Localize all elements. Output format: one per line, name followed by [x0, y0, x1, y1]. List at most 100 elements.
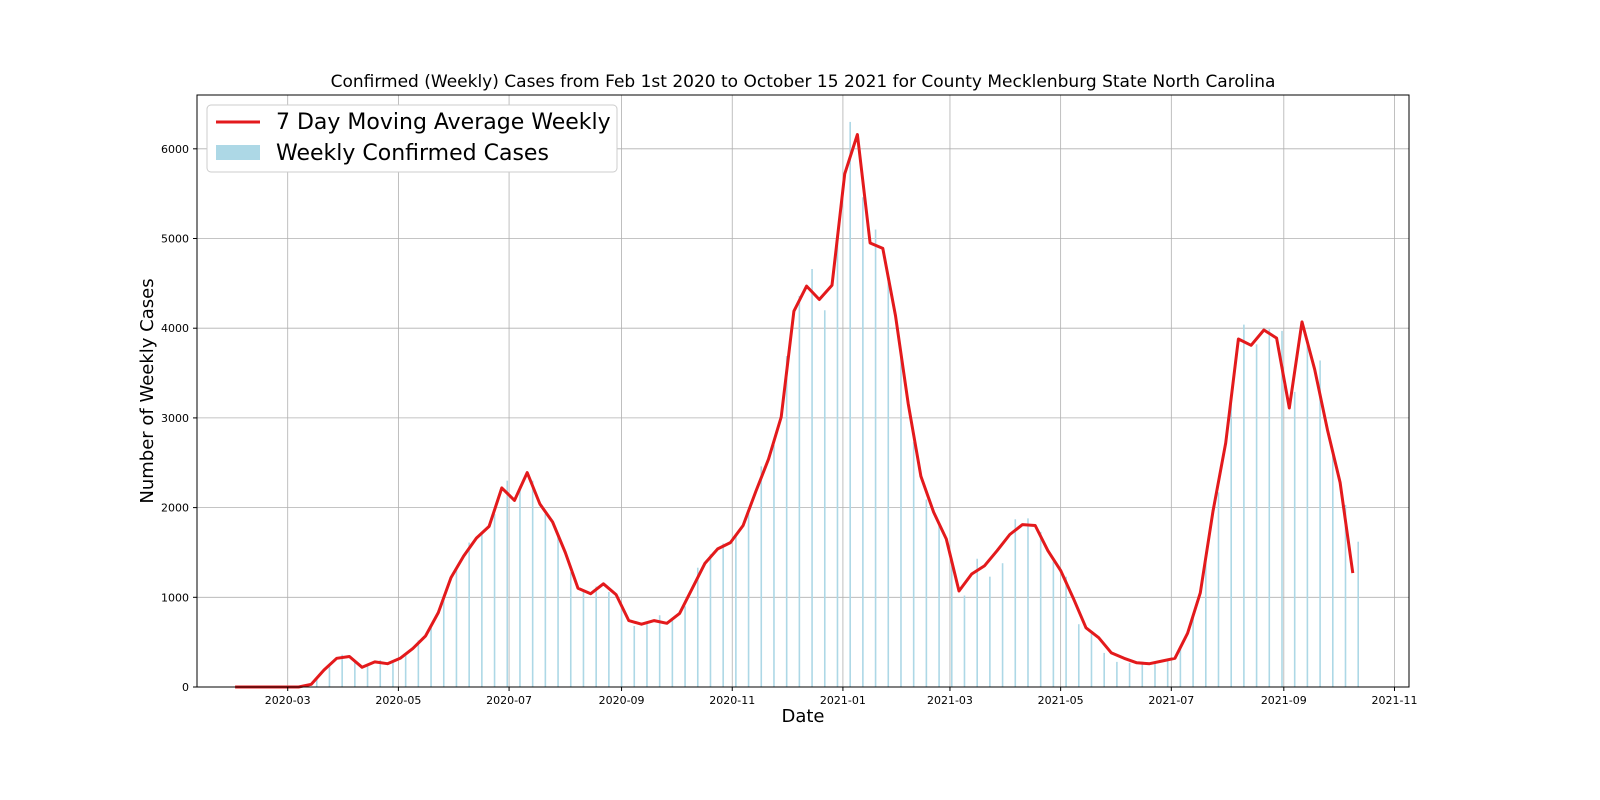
bar	[354, 660, 356, 687]
bar	[595, 586, 597, 687]
bar	[442, 594, 445, 687]
bar	[481, 531, 483, 687]
chart-title: Confirmed (Weekly) Cases from Feb 1st 20…	[331, 72, 1276, 92]
bar	[1204, 561, 1207, 687]
bar	[709, 554, 712, 687]
bar	[1154, 662, 1156, 687]
bar	[862, 197, 864, 687]
bar	[608, 591, 610, 687]
bar	[557, 534, 559, 687]
x-tick-label: 2020-11	[709, 694, 755, 707]
bar	[366, 665, 369, 687]
bar	[493, 513, 496, 687]
x-tick-label: 2020-03	[265, 694, 311, 707]
bar	[925, 499, 928, 687]
bar	[379, 660, 382, 687]
bar	[671, 620, 674, 687]
bar	[798, 295, 801, 687]
y-tick-label: 4000	[161, 322, 189, 335]
bar	[1357, 541, 1359, 687]
bar	[392, 662, 394, 687]
bar	[620, 608, 623, 687]
y-axis: 0 1000 2000 3000 4000 5000 6000	[161, 143, 197, 694]
bar	[976, 558, 978, 687]
y-tick-label: 0	[182, 681, 189, 694]
bar	[1166, 660, 1169, 687]
x-axis: 2020-03 2020-05 2020-07 2020-09 2020-11 2021-…	[265, 687, 1418, 707]
bar	[823, 310, 826, 687]
bar	[430, 627, 432, 687]
x-tick-label: 2021-09	[1261, 694, 1307, 707]
x-axis-title: Date	[781, 706, 824, 727]
y-axis-title: Number of Weekly Cases	[137, 278, 158, 503]
legend-label-weekly-cases: Weekly Confirmed Cases	[276, 141, 549, 166]
bar	[1116, 661, 1118, 687]
bar	[1065, 576, 1067, 687]
legend-box	[206, 104, 618, 173]
y-tick-label: 2000	[161, 502, 189, 515]
bar	[1128, 662, 1131, 687]
bar	[315, 678, 318, 687]
bar	[785, 356, 788, 687]
bar	[1077, 624, 1080, 687]
bar	[1255, 344, 1258, 687]
moving-average-line	[235, 133, 1355, 689]
bar	[747, 509, 750, 687]
bar	[900, 356, 902, 687]
legend: 7 Day Moving Average Weekly Weekly Confi…	[206, 104, 618, 173]
x-tick-label: 2021-03	[927, 694, 973, 707]
bar-series	[303, 121, 1359, 688]
bar	[646, 622, 648, 687]
bar	[569, 572, 572, 687]
y-tick-label: 5000	[161, 233, 189, 246]
bar	[1039, 531, 1042, 687]
bar	[1319, 360, 1321, 687]
bar	[519, 486, 521, 687]
bar	[658, 615, 661, 687]
bar	[1331, 451, 1334, 687]
bar	[1293, 391, 1296, 687]
bar	[1344, 504, 1347, 687]
bar	[544, 513, 547, 687]
bar	[1268, 329, 1271, 687]
bar	[1014, 519, 1017, 687]
bar	[849, 121, 851, 688]
bar	[950, 557, 953, 687]
bar	[722, 543, 724, 687]
bar	[1001, 563, 1004, 687]
bar	[836, 234, 839, 687]
y-tick-label: 3000	[161, 412, 189, 425]
plot-area	[197, 95, 1409, 687]
bar	[1027, 518, 1029, 687]
bar	[1243, 324, 1245, 687]
bar	[1103, 652, 1105, 687]
plot-frame	[196, 94, 1410, 688]
line-series	[235, 133, 1355, 689]
bar	[582, 591, 585, 687]
bar	[811, 269, 813, 687]
x-tick-label: 2021-07	[1148, 694, 1194, 707]
bar	[989, 576, 991, 687]
bar	[468, 542, 470, 687]
bar	[887, 281, 890, 687]
bar	[773, 444, 775, 687]
bar	[531, 480, 534, 687]
x-tick-label: 2020-09	[599, 694, 645, 707]
bar	[912, 442, 915, 687]
bar	[1230, 402, 1232, 687]
bar	[506, 480, 509, 687]
x-tick-label: 2021-05	[1038, 694, 1084, 707]
x-tick-label: 2020-07	[486, 694, 532, 707]
bar	[1179, 648, 1182, 687]
bar	[328, 664, 331, 687]
x-tick-label: 2020-05	[375, 694, 421, 707]
legend-label-moving-average: 7 Day Moving Average Weekly	[276, 110, 611, 135]
bar	[1306, 341, 1309, 687]
bar	[633, 626, 636, 687]
bar	[1281, 330, 1283, 687]
bar	[455, 567, 458, 687]
bar	[1192, 617, 1194, 687]
bar	[341, 654, 343, 687]
x-tick-label: 2021-11	[1372, 694, 1418, 707]
